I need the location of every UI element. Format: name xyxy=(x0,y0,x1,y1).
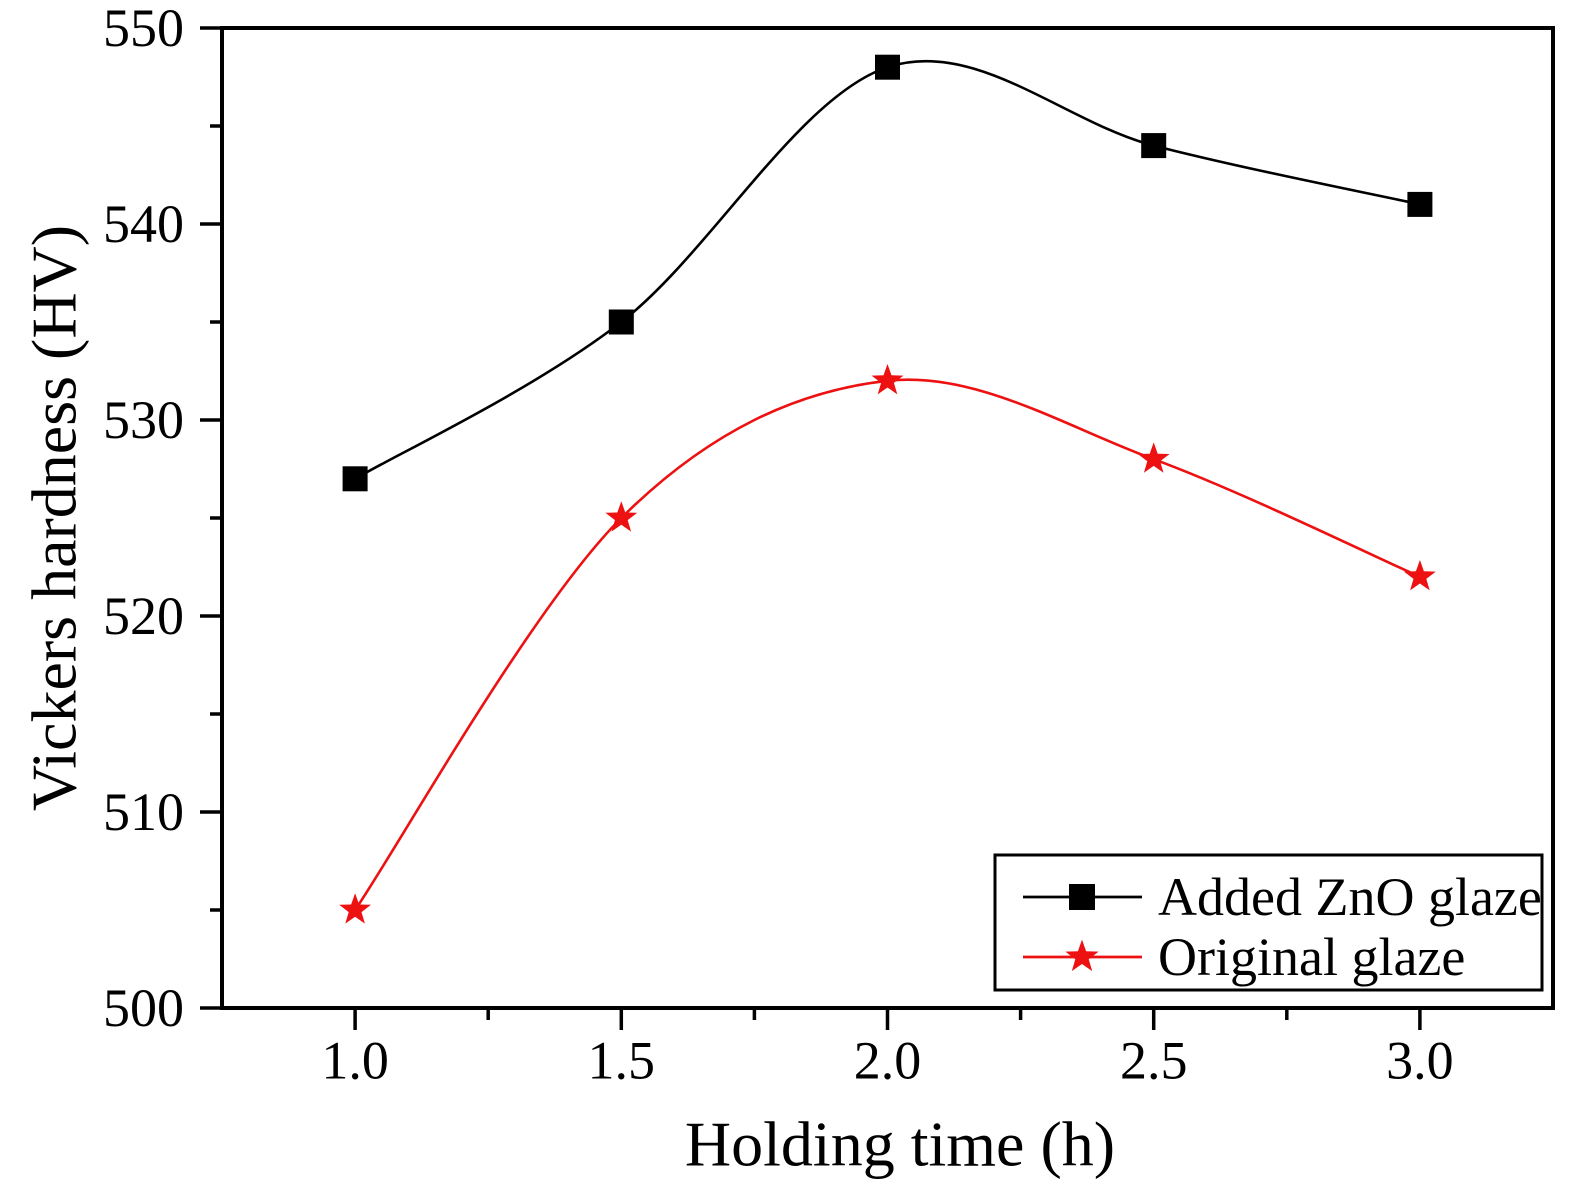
axis-ticks xyxy=(200,26,1422,1030)
x-tick-label: 3.0 xyxy=(1386,1030,1454,1090)
legend-label-added-zno-glaze: Added ZnO glaze xyxy=(1158,867,1542,927)
square-marker-added-zno-glaze xyxy=(608,309,634,335)
star-marker-original-glaze xyxy=(1137,442,1170,473)
y-tick-label: 530 xyxy=(103,390,184,450)
square-marker-added-zno-glaze xyxy=(342,466,368,492)
y-tick-label: 540 xyxy=(103,194,184,254)
star-marker-original-glaze xyxy=(605,501,638,532)
square-marker-added-zno-glaze xyxy=(1141,133,1167,159)
star-marker-original-glaze xyxy=(871,364,904,395)
star-marker-original-glaze xyxy=(1404,560,1436,591)
y-tick-label: 500 xyxy=(103,978,184,1038)
square-marker-legend-added-zno-glaze xyxy=(1069,884,1095,910)
star-marker-original-glaze xyxy=(339,893,371,924)
x-tick-label: 2.0 xyxy=(854,1030,922,1090)
x-tick-label: 1.5 xyxy=(588,1030,656,1090)
star-marker-legend-original-glaze xyxy=(1065,939,1099,972)
data-series xyxy=(339,54,1436,924)
y-tick-label: 520 xyxy=(103,586,184,646)
x-axis-title: Holding time (h) xyxy=(685,1109,1115,1180)
x-tick-label: 1.0 xyxy=(321,1030,389,1090)
x-tick-label: 2.5 xyxy=(1120,1030,1188,1090)
legend-label-original-glaze: Original glaze xyxy=(1158,927,1465,987)
square-marker-added-zno-glaze xyxy=(875,54,900,80)
original-glaze-curve xyxy=(354,378,1421,911)
plot-border xyxy=(220,26,1555,1010)
y-tick-label: 550 xyxy=(103,0,184,58)
square-marker-added-zno-glaze xyxy=(1407,191,1433,217)
legend-border xyxy=(993,853,1544,992)
axis-tick-labels: 500 510 520 530 540 550 1.0 1.5 2.0 2.5 3.0 xyxy=(103,0,1454,1090)
y-tick-label: 510 xyxy=(103,782,184,842)
added-zno-glaze-curve xyxy=(354,59,1421,480)
plot-frame xyxy=(220,26,1555,1010)
y-axis-title: Vickers hardness (HV) xyxy=(19,225,90,811)
